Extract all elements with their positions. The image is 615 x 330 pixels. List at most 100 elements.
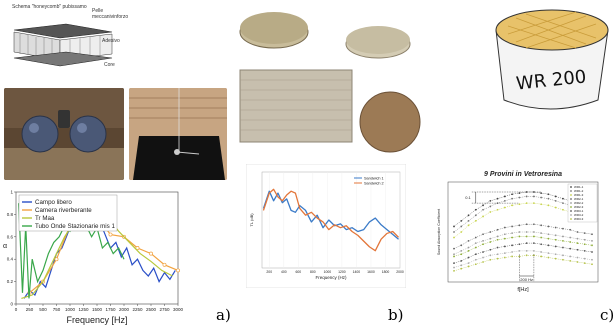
data-point (540, 232, 543, 235)
y-tick-label: 0 (10, 302, 13, 307)
data-point (540, 236, 543, 239)
data-point (554, 245, 557, 248)
data-point (460, 253, 463, 256)
data-point (511, 255, 514, 258)
x-tick-label: 2500 (146, 307, 157, 312)
data-point (562, 258, 564, 261)
y-axis-label: α (3, 243, 7, 250)
data-point (591, 239, 593, 242)
data-point (540, 243, 543, 246)
data-point (540, 192, 543, 195)
data-point (591, 244, 593, 247)
data-point (569, 259, 572, 262)
sample-discs-drawing (239, 12, 421, 153)
x-tick-label: 0 (15, 307, 18, 312)
schematic-label-core: Core (104, 62, 115, 68)
data-point (496, 257, 499, 260)
data-point (576, 231, 579, 233)
x-tick-label: 200 (266, 270, 272, 274)
data-point (467, 249, 470, 252)
data-point (496, 228, 499, 231)
chart-c: 9 Provini in Vetroresina 0.1 200 Hz f[Hz] So… (434, 166, 614, 296)
data-point (482, 256, 484, 259)
data-point (503, 199, 506, 202)
y-axis-label: TL (dB) (249, 213, 254, 227)
data-point (532, 223, 535, 226)
data-point (540, 203, 543, 206)
data-point (569, 255, 572, 258)
series-line (453, 255, 593, 272)
x-tick-label: 400 (281, 270, 287, 274)
data-point (540, 255, 543, 258)
data-point (453, 231, 455, 233)
legend-label: Sandwich 2 (364, 182, 384, 186)
data-point (453, 247, 455, 250)
chart-b-canvas: 200 400 600 800 1000 1200 1400 1600 1800 2000 Freq… (245, 163, 407, 289)
data-point (496, 197, 499, 200)
series-line (262, 188, 400, 252)
data-point (583, 262, 586, 265)
data-point (576, 242, 579, 245)
legend-swatch (570, 218, 572, 220)
data-point (474, 236, 477, 239)
data-point (474, 208, 477, 211)
data-point (518, 224, 521, 227)
series-line (453, 191, 593, 227)
data-point (569, 241, 572, 243)
data-point (518, 192, 521, 195)
legend-swatch (570, 202, 572, 204)
legend-label: WR2-3 (574, 205, 584, 209)
x-axis-label: Frequency (Hz) (315, 275, 347, 280)
data-point (467, 224, 470, 227)
legend-swatch (570, 198, 572, 200)
x-tick-label: 750 (53, 307, 61, 312)
data-point (532, 231, 535, 233)
x-axis-label: f[Hz] (517, 287, 529, 293)
data-point (591, 233, 593, 236)
schematic-label-skin: Pelle meccanivinforzo (92, 8, 129, 20)
legend-label: WR2-2 (574, 201, 584, 205)
x-tick-label: 2000 (119, 307, 130, 312)
legend-label: Tr Maa (35, 215, 55, 222)
y-tick-label: 1 (10, 190, 13, 195)
data-point (453, 266, 455, 269)
x-tick-label: 1250 (78, 307, 89, 312)
data-point (489, 205, 492, 208)
data-point (532, 195, 535, 198)
data-point (460, 231, 463, 233)
data-point (474, 258, 477, 261)
data-point (503, 233, 506, 236)
data-point (482, 239, 484, 242)
data-point (482, 243, 484, 246)
data-point (489, 237, 492, 240)
y-tick-label: 0.6 (7, 234, 14, 239)
y-tick-label: 0.8 (7, 212, 14, 217)
legend-label: WR3-2 (574, 213, 584, 217)
data-point (474, 219, 477, 222)
data-point (554, 226, 557, 229)
data-point (496, 246, 499, 249)
data-point (525, 191, 528, 193)
data-point (453, 269, 455, 272)
data-point (503, 195, 506, 198)
legend-label: WR3-1 (574, 209, 584, 213)
data-point (562, 208, 564, 211)
sample-discs (232, 4, 422, 154)
data-point (583, 238, 586, 241)
data-point (453, 236, 455, 239)
annotation-label: 200 Hz (520, 277, 533, 282)
chart-c-title: 9 Provini in Vetroresina (484, 171, 562, 178)
data-point (482, 261, 484, 263)
data-point (591, 258, 593, 261)
x-tick-label: 2000 (396, 270, 404, 274)
schematic-title: Schema "honeycomb" pubissamo (12, 4, 87, 10)
data-point (562, 246, 564, 249)
honeycomb-schematic: Schema "honeycomb" pubissamo Pelle mecca… (4, 2, 128, 80)
data-point (569, 228, 572, 231)
data-point (460, 225, 463, 228)
data-point (569, 236, 572, 239)
x-tick-label: 1200 (338, 270, 346, 274)
data-point (576, 237, 579, 240)
panel-label-b: b) (388, 306, 404, 324)
